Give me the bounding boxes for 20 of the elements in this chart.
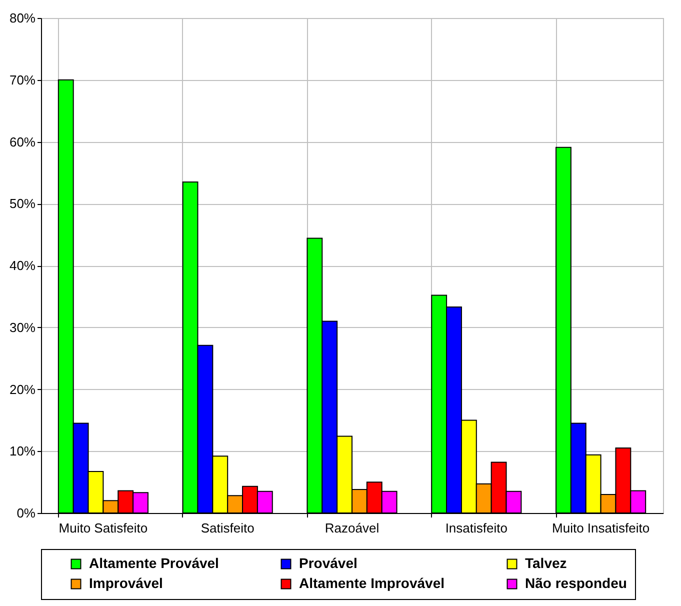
y-tick-label: 40% (9, 258, 36, 273)
y-tick-label: 10% (9, 444, 36, 459)
legend-label: Altamente Provável (89, 555, 219, 571)
legend-label: Improvável (89, 575, 163, 591)
y-tick-label: 30% (9, 320, 36, 335)
legend-label: Não respondeu (525, 575, 627, 591)
legend-label: Talvez (525, 555, 567, 571)
y-tick-label: 0% (16, 506, 36, 520)
y-tick-label: 70% (9, 72, 36, 88)
legend-label: Provável (299, 555, 358, 571)
x-tick-label: Insatisfeito (445, 520, 508, 536)
y-tick-label: 80% (9, 10, 36, 26)
x-tick-label: Muito Insatisfeito (552, 520, 650, 536)
legend-label: Altamente Improvável (299, 575, 444, 591)
y-tick-label: 20% (9, 382, 36, 397)
y-tick-label: 50% (9, 196, 36, 212)
y-tick-label: 60% (9, 134, 36, 150)
x-tick-label: Muito Satisfeito (58, 520, 148, 536)
x-tick-label: Satisfeito (200, 520, 254, 536)
x-tick-label: Razoável (324, 520, 380, 536)
